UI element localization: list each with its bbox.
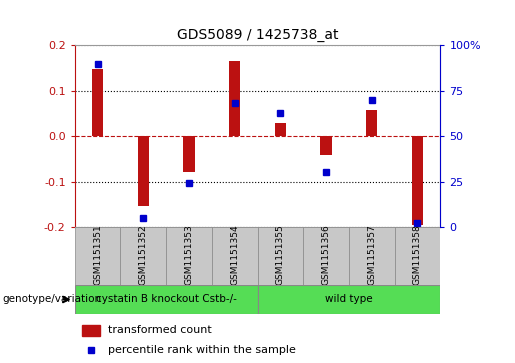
Title: GDS5089 / 1425738_at: GDS5089 / 1425738_at [177, 28, 338, 42]
Text: GSM1151353: GSM1151353 [184, 224, 194, 285]
Text: cystatin B knockout Cstb-/-: cystatin B knockout Cstb-/- [96, 294, 236, 305]
Bar [258, 285, 440, 314]
Text: GSM1151354: GSM1151354 [230, 224, 239, 285]
Text: percentile rank within the sample: percentile rank within the sample [108, 345, 296, 355]
Text: genotype/variation: genotype/variation [3, 294, 101, 305]
Bar [212, 227, 258, 285]
Bar [82, 325, 100, 337]
Bar [183, 136, 195, 172]
Bar [92, 69, 103, 136]
Text: GSM1151351: GSM1151351 [93, 224, 102, 285]
Text: GSM1151357: GSM1151357 [367, 224, 376, 285]
Bar [258, 227, 303, 285]
Text: transformed count: transformed count [108, 325, 211, 335]
Text: GSM1151352: GSM1151352 [139, 224, 148, 285]
Bar [366, 110, 377, 136]
Bar [412, 136, 423, 225]
Text: GSM1151355: GSM1151355 [276, 224, 285, 285]
Bar [320, 136, 332, 155]
Bar [303, 227, 349, 285]
Bar [75, 227, 121, 285]
Bar [349, 227, 394, 285]
Bar [75, 285, 258, 314]
Bar [121, 227, 166, 285]
Bar [138, 136, 149, 207]
Bar [394, 227, 440, 285]
Bar [229, 61, 241, 136]
Text: GSM1151356: GSM1151356 [321, 224, 331, 285]
Bar [166, 227, 212, 285]
Text: wild type: wild type [325, 294, 373, 305]
Text: GSM1151358: GSM1151358 [413, 224, 422, 285]
Bar [274, 123, 286, 136]
